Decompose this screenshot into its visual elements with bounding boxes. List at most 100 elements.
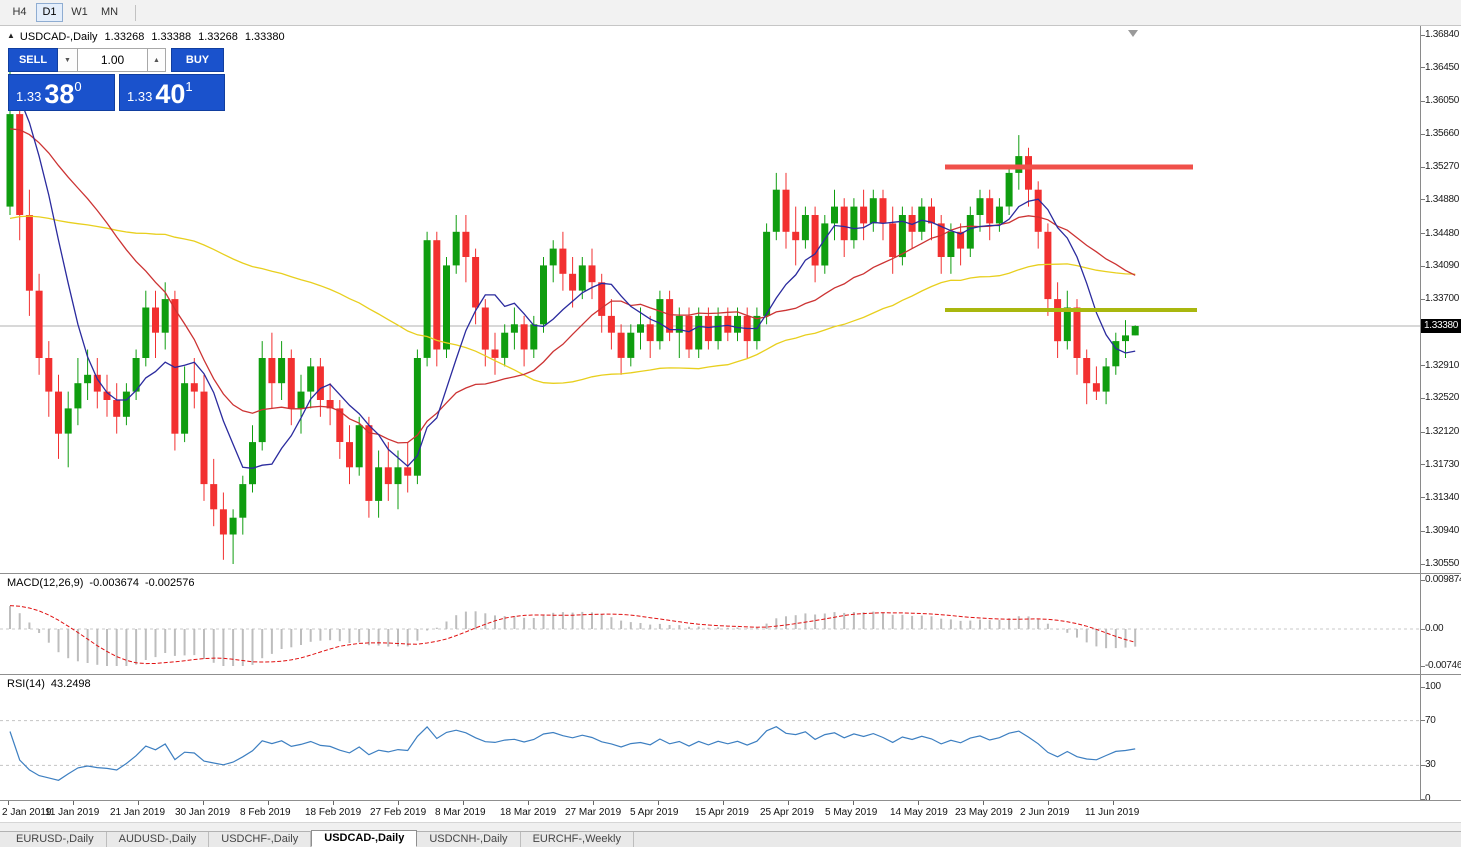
date-tick: [333, 801, 334, 805]
date-label: 2 Jan 2019: [2, 807, 52, 818]
date-label: 14 May 2019: [890, 807, 948, 818]
tab-audusd-daily[interactable]: AUDUSD-,Daily: [107, 832, 210, 847]
macd-axis: 0.009874 0.00 -0.007461: [1420, 574, 1461, 674]
tab-usdcad-daily[interactable]: USDCAD-,Daily: [311, 830, 418, 847]
current-price-label: 1.33380: [1421, 319, 1461, 333]
volume-dropdown-button[interactable]: ▼: [58, 48, 78, 72]
macd-signal-line: [9, 605, 1136, 665]
date-tick: [593, 801, 594, 805]
rsi-value: 43.2498: [50, 678, 91, 690]
macd-axis-label: 0.009874: [1425, 574, 1461, 585]
volume-input[interactable]: [78, 48, 148, 72]
date-tick: [463, 801, 464, 805]
main-chart-panel[interactable]: ▲ USDCAD-,Daily 1.33268 1.33388 1.33268 1.333…: [0, 26, 1461, 573]
date-label: 18 Feb 2019: [305, 807, 362, 818]
tab-usdchf-daily[interactable]: USDCHF-,Daily: [209, 832, 312, 847]
date-tick: [1113, 801, 1114, 805]
chevron-up-icon: ▲: [153, 56, 160, 64]
ohlc-open: 1.33268: [104, 31, 145, 43]
sell-price-pipette: 0: [74, 79, 82, 94]
buy-price-major: 1.33: [127, 89, 153, 104]
buy-price-pipette: 1: [185, 79, 193, 94]
volume-up-button[interactable]: ▲: [148, 48, 166, 72]
buy-price-display[interactable]: 1.33 40 1: [119, 74, 225, 111]
ohlc-close: 1.33380: [244, 31, 285, 43]
rsi-chart: [0, 720, 1420, 781]
price-tick: [1421, 431, 1425, 433]
date-label: 5 May 2019: [825, 807, 878, 818]
sell-price-major: 1.33: [16, 89, 42, 104]
date-label: 23 May 2019: [955, 807, 1013, 818]
date-label: 25 Apr 2019: [760, 807, 814, 818]
price-tick: [1421, 233, 1425, 234]
candlestick-chart[interactable]: [0, 26, 1420, 573]
price-tick: [1421, 497, 1425, 499]
price-axis: 1.36840 1.36450 1.36050 1.35660 1.35270 1.348…: [1420, 26, 1461, 573]
sell-button[interactable]: SELL: [8, 48, 58, 72]
date-label: 21 Jan 2019: [110, 807, 166, 818]
date-label: 30 Jan 2019: [175, 807, 231, 818]
macd-main-value: -0.003674: [89, 577, 139, 589]
price-axis-label: 1.32120: [1425, 426, 1460, 437]
date-tick: [73, 801, 74, 805]
macd-label: MACD(12,26,9): [7, 577, 84, 589]
one-click-trading-panel: SELL ▼ ▲ BUY 1.33 38 0 1.33 40 1: [8, 48, 226, 111]
macd-indicator-panel: MACD(12,26,9) -0.003674 -0.002576 0.009874…: [0, 573, 1461, 674]
date-label: 15 Apr 2019: [695, 807, 749, 818]
tab-eurusd-daily[interactable]: EURUSD-,Daily: [4, 832, 107, 847]
price-tick: [1421, 166, 1425, 168]
tab-eurchf-weekly[interactable]: EURCHF-,Weekly: [521, 832, 634, 847]
price-axis-label: 1.36840: [1425, 29, 1460, 40]
sell-price-display[interactable]: 1.33 38 0: [8, 74, 115, 111]
sell-price-pips: 38: [44, 79, 75, 109]
date-label: 2 Jun 2019: [1020, 807, 1070, 818]
tab-usdcnh-daily[interactable]: USDCNH-,Daily: [417, 832, 521, 847]
rsi-tick: [1421, 720, 1425, 722]
macd-tick: [1421, 628, 1425, 630]
rsi-tick: [1421, 764, 1425, 766]
buy-price-pips: 40: [155, 79, 186, 109]
timeframe-w1-button[interactable]: W1: [66, 3, 93, 22]
buy-button[interactable]: BUY: [171, 48, 224, 72]
macd-tick: [1421, 665, 1425, 667]
price-tick: [1421, 133, 1425, 135]
date-tick: [788, 801, 789, 805]
price-tick: [1421, 563, 1425, 565]
date-tick: [528, 801, 529, 805]
price-axis-label: 1.35660: [1425, 128, 1460, 140]
price-tick: [1421, 530, 1425, 532]
date-tick: [853, 801, 854, 805]
shift-marker-icon: [1128, 30, 1138, 37]
price-axis-label: 1.31340: [1425, 491, 1460, 503]
timeframe-mn-button[interactable]: MN: [96, 3, 123, 22]
date-label: 5 Apr 2019: [630, 807, 679, 818]
price-tick: [1421, 265, 1425, 267]
support-line: [945, 308, 1197, 312]
chart-header: ▲ USDCAD-,Daily 1.33268 1.33388 1.33268 1.333…: [7, 31, 285, 43]
drawn-objects[interactable]: [945, 164, 1197, 313]
rsi-tick: [1421, 798, 1425, 800]
date-tick: [658, 801, 659, 805]
horizontal-scrollbar[interactable]: [0, 822, 1461, 831]
price-axis-label: 1.34880: [1425, 193, 1460, 205]
date-label: 18 Mar 2019: [500, 807, 557, 818]
macd-axis-label: 0.00: [1425, 623, 1444, 634]
date-label: 11 Jan 2019: [45, 807, 100, 818]
price-tick: [1421, 365, 1425, 366]
date-label: 27 Mar 2019: [565, 807, 622, 818]
rsi-axis-label: 70: [1425, 714, 1436, 726]
date-tick: [1048, 801, 1049, 805]
macd-chart: [0, 605, 1420, 666]
ma-lines: [9, 84, 1136, 469]
date-label: 8 Feb 2019: [240, 807, 291, 818]
rsi-axis-label: 0: [1425, 793, 1431, 800]
rsi-axis-label: 30: [1425, 759, 1436, 771]
timeframe-h4-button[interactable]: H4: [6, 3, 33, 22]
date-tick: [203, 801, 204, 805]
collapse-icon[interactable]: ▲: [7, 31, 15, 40]
price-tick: [1421, 397, 1425, 399]
price-axis-label: 1.35270: [1425, 161, 1460, 172]
timeframe-d1-button[interactable]: D1: [36, 3, 63, 22]
price-axis-label: 1.33700: [1425, 293, 1460, 305]
